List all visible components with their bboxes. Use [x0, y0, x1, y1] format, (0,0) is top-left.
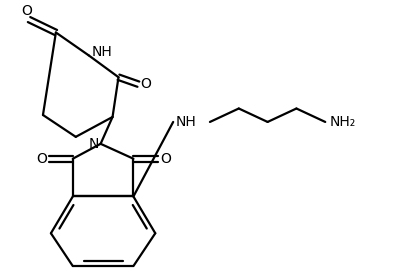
Text: N: N — [88, 137, 98, 151]
Text: NH: NH — [91, 45, 112, 59]
Text: NH₂: NH₂ — [328, 115, 354, 129]
Text: O: O — [36, 152, 47, 166]
Text: O: O — [22, 4, 32, 18]
Text: NH: NH — [175, 115, 195, 129]
Text: O: O — [140, 77, 151, 91]
Text: O: O — [160, 152, 171, 166]
